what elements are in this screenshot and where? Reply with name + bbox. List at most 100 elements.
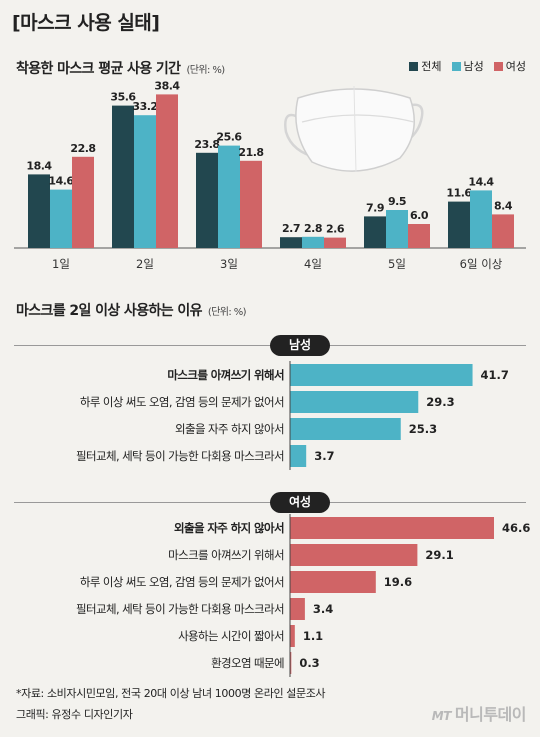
reason-label: 환경오염 때문에 bbox=[211, 656, 284, 670]
data-label: 7.9 bbox=[366, 201, 384, 214]
data-label: 2.6 bbox=[326, 223, 345, 236]
reason-label: 사용하는 시간이 짧아서 bbox=[178, 629, 284, 643]
legend-label-female: 여성 bbox=[505, 60, 526, 73]
bar-전체-4일 bbox=[280, 237, 302, 248]
data-label: 25.6 bbox=[216, 131, 242, 144]
bar-남성-3일 bbox=[218, 145, 240, 248]
legend-label-total: 전체 bbox=[421, 60, 442, 73]
data-label: 6.0 bbox=[410, 209, 429, 222]
category-label: 4일 bbox=[304, 257, 322, 271]
data-label: 35.6 bbox=[110, 91, 136, 104]
footer-credit: 그래픽: 유정수 디자인기자 bbox=[16, 708, 133, 721]
reason-bar-charts: 마스크를 아껴쓰기 위해서 41.7 하루 이상 써도 오염, 감염 등의 문제가 … bbox=[76, 361, 530, 677]
bar-여성-2일 bbox=[156, 94, 178, 249]
brand-name: 머니투데이 bbox=[454, 705, 527, 724]
data-label: 19.6 bbox=[384, 575, 412, 589]
legend: 전체 남성 여성 bbox=[409, 58, 526, 74]
reason-label: 하루 이상 써도 오염, 감염 등의 문제가 없어서 bbox=[80, 395, 284, 409]
bar-여성-5 bbox=[290, 652, 292, 674]
bar-여성-2 bbox=[290, 571, 376, 593]
legend-item-male: 남성 bbox=[451, 58, 484, 74]
bar-여성-3 bbox=[290, 598, 305, 620]
bar-여성-5일 bbox=[408, 224, 430, 248]
bar-남성-4일 bbox=[302, 236, 324, 248]
reason-label: 필터교체, 세탁 등이 가능한 다회용 마스크라서 bbox=[76, 449, 284, 463]
bar-전체-5일 bbox=[364, 216, 386, 248]
legend-swatch-female bbox=[493, 61, 503, 71]
footer-source: *자료: 소비자시민모임, 전국 20대 이상 남녀 1000명 온라인 설문조… bbox=[16, 687, 326, 700]
bar-전체-3일 bbox=[196, 152, 218, 248]
data-label: 14.6 bbox=[48, 175, 74, 188]
chart1-title: 착용한 마스크 평균 사용 기간 (단위: %) bbox=[16, 58, 225, 78]
legend-item-total: 전체 bbox=[409, 58, 442, 74]
bar-전체-2일 bbox=[112, 105, 134, 248]
category-label: 5일 bbox=[388, 257, 406, 271]
chart1-unit: (단위: %) bbox=[186, 65, 225, 76]
data-label: 23.8 bbox=[194, 138, 219, 151]
bar-여성-1 bbox=[290, 544, 418, 566]
bar-남성-5일 bbox=[386, 210, 408, 248]
bar-여성-4 bbox=[290, 625, 295, 647]
data-label: 8.4 bbox=[494, 199, 513, 212]
bar-남성-1 bbox=[290, 391, 419, 413]
data-label: 22.8 bbox=[70, 142, 95, 155]
chart1-title-text: 착용한 마스크 평균 사용 기간 bbox=[16, 61, 181, 77]
data-label: 29.1 bbox=[425, 548, 453, 562]
legend-swatch-male bbox=[451, 61, 461, 71]
data-label: 46.6 bbox=[502, 521, 530, 535]
female-section-badge: 여성 bbox=[270, 492, 330, 513]
reason-label: 마스크를 아껴쓰기 위해서 bbox=[167, 368, 284, 382]
data-label: 41.7 bbox=[481, 368, 509, 382]
chart2-unit: (단위: %) bbox=[207, 307, 247, 318]
data-label: 2.7 bbox=[282, 222, 300, 235]
reason-label: 외출을 자주 하지 않아서 bbox=[175, 422, 284, 436]
data-label: 11.6 bbox=[446, 187, 472, 200]
data-label: 3.4 bbox=[313, 602, 333, 616]
data-label: 29.3 bbox=[426, 395, 454, 409]
bar-남성-2일 bbox=[134, 115, 156, 248]
bar-남성-1일 bbox=[50, 189, 72, 248]
bar-남성-3 bbox=[290, 445, 307, 467]
bar-전체-1일 bbox=[28, 174, 50, 248]
bar-여성-4일 bbox=[324, 237, 346, 248]
infographic-title: [마스크 사용 실태] bbox=[12, 12, 160, 34]
data-label: 3.7 bbox=[314, 449, 334, 463]
category-label: 2일 bbox=[136, 257, 154, 271]
reason-label: 필터교체, 세탁 등이 가능한 다회용 마스크라서 bbox=[76, 602, 284, 616]
data-label: 2.8 bbox=[304, 222, 322, 235]
bar-남성-6일 이상 bbox=[470, 190, 492, 248]
legend-item-female: 여성 bbox=[493, 58, 526, 74]
data-label: 38.4 bbox=[154, 79, 180, 92]
bar-여성-1일 bbox=[72, 156, 94, 248]
bar-여성-6일 이상 bbox=[492, 214, 514, 248]
data-label: 18.4 bbox=[26, 159, 52, 172]
legend-label-male: 남성 bbox=[463, 60, 484, 73]
data-label: 25.3 bbox=[409, 422, 437, 436]
duration-bar-chart: 18.4 14.6 22.8 1일 35.633.2 38.4 2일 23.825.6 21.8… bbox=[14, 79, 526, 271]
reason-label: 마스크를 아껴쓰기 위해서 bbox=[168, 548, 284, 562]
bar-전체-6일 이상 bbox=[448, 201, 470, 248]
reason-label: 외출을 자주 하지 않아서 bbox=[174, 521, 284, 535]
brand-logo: MT 머니투데이 bbox=[431, 701, 527, 725]
mask-illustration bbox=[284, 85, 424, 173]
bar-여성-3일 bbox=[240, 160, 262, 248]
data-label: 14.4 bbox=[468, 175, 494, 188]
category-label: 3일 bbox=[220, 257, 238, 271]
data-label: 9.5 bbox=[388, 195, 406, 208]
data-label: 33.2 bbox=[132, 100, 157, 113]
male-section-badge: 남성 bbox=[270, 335, 330, 356]
category-label: 6일 이상 bbox=[460, 257, 503, 271]
brand-mark: MT bbox=[431, 709, 452, 723]
bar-남성-2 bbox=[290, 418, 401, 440]
chart2-title: 마스크를 2일 이상 사용하는 이유 (단위: %) bbox=[16, 300, 247, 320]
chart2-title-text: 마스크를 2일 이상 사용하는 이유 bbox=[16, 303, 202, 319]
data-label: 0.3 bbox=[299, 656, 319, 670]
reason-label: 하루 이상 써도 오염, 감염 등의 문제가 없어서 bbox=[80, 575, 284, 589]
data-label: 1.1 bbox=[303, 629, 323, 643]
category-label: 1일 bbox=[52, 257, 70, 271]
bar-여성-0 bbox=[290, 517, 494, 539]
legend-swatch-total bbox=[409, 61, 419, 71]
data-label: 21.8 bbox=[238, 146, 263, 159]
bar-남성-0 bbox=[290, 364, 473, 386]
